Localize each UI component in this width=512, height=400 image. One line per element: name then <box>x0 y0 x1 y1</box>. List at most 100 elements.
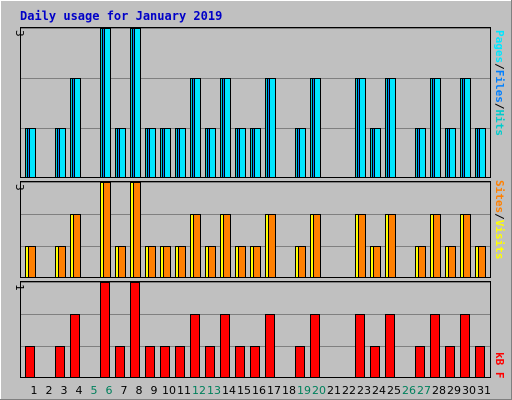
middle-panel-legend: Sites/Visits <box>493 180 506 260</box>
bar-pages-day-3 <box>59 128 66 178</box>
day-label-7: 7 <box>121 384 128 397</box>
day-label-27: 27 <box>417 384 431 397</box>
bar-kb-f-day-3 <box>55 346 65 378</box>
bar-sites-day-6 <box>103 182 111 278</box>
bar-kb-f-day-9 <box>145 346 155 378</box>
bar-kb-f-day-13 <box>205 346 215 378</box>
legend-separator: / <box>493 213 506 220</box>
bar-kb-f-day-12 <box>190 314 200 378</box>
bar-sites-day-8 <box>133 182 141 278</box>
bar-sites-day-25 <box>388 214 396 278</box>
bar-pages-day-24 <box>374 128 381 178</box>
day-label-5: 5 <box>91 384 98 397</box>
day-label-31: 31 <box>477 384 491 397</box>
legend-files: Files <box>493 70 506 103</box>
bar-sites-day-3 <box>58 246 66 278</box>
bar-pages-day-11 <box>179 128 186 178</box>
legend-pages: Pages <box>493 30 506 63</box>
bar-kb-f-day-31 <box>475 346 485 378</box>
bar-sites-day-31 <box>478 246 486 278</box>
bar-marks <box>25 28 486 378</box>
day-label-6: 6 <box>106 384 113 397</box>
bar-kb-f-day-10 <box>160 346 170 378</box>
day-label-24: 24 <box>372 384 386 397</box>
bar-kb-f-day-17 <box>265 314 275 378</box>
day-label-1: 1 <box>31 384 38 397</box>
day-label-2: 2 <box>46 384 53 397</box>
bar-sites-day-30 <box>463 214 471 278</box>
legend-separator: / <box>493 63 506 70</box>
bar-sites-day-10 <box>163 246 171 278</box>
day-label-28: 28 <box>432 384 446 397</box>
day-label-13: 13 <box>207 384 221 397</box>
bar-sites-day-9 <box>148 246 156 278</box>
bar-kb-f-day-6 <box>100 282 110 378</box>
bar-pages-day-6 <box>104 28 111 178</box>
bar-kb-f-day-8 <box>130 282 140 378</box>
bar-sites-day-1 <box>28 246 36 278</box>
bar-kb-f-day-29 <box>445 346 455 378</box>
bar-pages-day-13 <box>209 128 216 178</box>
bar-pages-day-27 <box>419 128 426 178</box>
bottom-panel-ymax: 1 <box>13 284 26 291</box>
bar-sites-day-15 <box>238 246 246 278</box>
bar-sites-day-16 <box>253 246 261 278</box>
bar-sites-day-14 <box>223 214 231 278</box>
bar-kb-f-day-4 <box>70 314 80 378</box>
bar-pages-day-7 <box>119 128 126 178</box>
day-label-18: 18 <box>282 384 296 397</box>
day-label-15: 15 <box>237 384 251 397</box>
bar-pages-day-30 <box>464 78 471 178</box>
day-label-10: 10 <box>162 384 176 397</box>
bar-sites-day-29 <box>448 246 456 278</box>
bar-kb-f-day-7 <box>115 346 125 378</box>
day-label-20: 20 <box>312 384 326 397</box>
bottom-panel-legend: kB F <box>493 352 506 379</box>
bar-pages-day-23 <box>359 78 366 178</box>
day-label-3: 3 <box>61 384 68 397</box>
bar-kb-f-day-23 <box>355 314 365 378</box>
top-panel-legend: Pages/Files/Hits <box>493 30 506 136</box>
bar-pages-day-19 <box>299 128 306 178</box>
chart-title: Daily usage for January 2019 <box>20 9 222 23</box>
bar-kb-f-day-25 <box>385 314 395 378</box>
bar-pages-day-31 <box>479 128 486 178</box>
bar-sites-day-17 <box>268 214 276 278</box>
bar-pages-day-12 <box>194 78 201 178</box>
day-label-29: 29 <box>447 384 461 397</box>
bar-pages-day-15 <box>239 128 246 178</box>
bar-kb-f-day-15 <box>235 346 245 378</box>
bar-kb-f-day-14 <box>220 314 230 378</box>
day-label-25: 25 <box>387 384 401 397</box>
bar-sites-day-20 <box>313 214 321 278</box>
bar-sites-day-27 <box>418 246 426 278</box>
bar-sites-day-4 <box>73 214 81 278</box>
legend-separator: / <box>493 103 506 110</box>
day-label-16: 16 <box>252 384 266 397</box>
bar-kb-f-day-28 <box>430 314 440 378</box>
legend-sites: Sites <box>493 180 506 213</box>
middle-panel-ymax: 3 <box>13 184 26 191</box>
bar-kb-f-day-19 <box>295 346 305 378</box>
day-label-23: 23 <box>357 384 371 397</box>
bar-sites-day-12 <box>193 214 201 278</box>
day-label-14: 14 <box>222 384 236 397</box>
bar-kb-f-day-11 <box>175 346 185 378</box>
day-label-30: 30 <box>462 384 476 397</box>
day-label-12: 12 <box>192 384 206 397</box>
bar-pages-day-14 <box>224 78 231 178</box>
day-label-22: 22 <box>342 384 356 397</box>
legend-kbf: kB F <box>493 352 506 379</box>
bar-pages-day-20 <box>314 78 321 178</box>
bar-sites-day-23 <box>358 214 366 278</box>
bar-sites-day-11 <box>178 246 186 278</box>
day-label-11: 11 <box>177 384 191 397</box>
bar-sites-day-24 <box>373 246 381 278</box>
bar-sites-day-19 <box>298 246 306 278</box>
day-label-9: 9 <box>151 384 158 397</box>
legend-visits: Visits <box>493 220 506 260</box>
bar-kb-f-day-27 <box>415 346 425 378</box>
